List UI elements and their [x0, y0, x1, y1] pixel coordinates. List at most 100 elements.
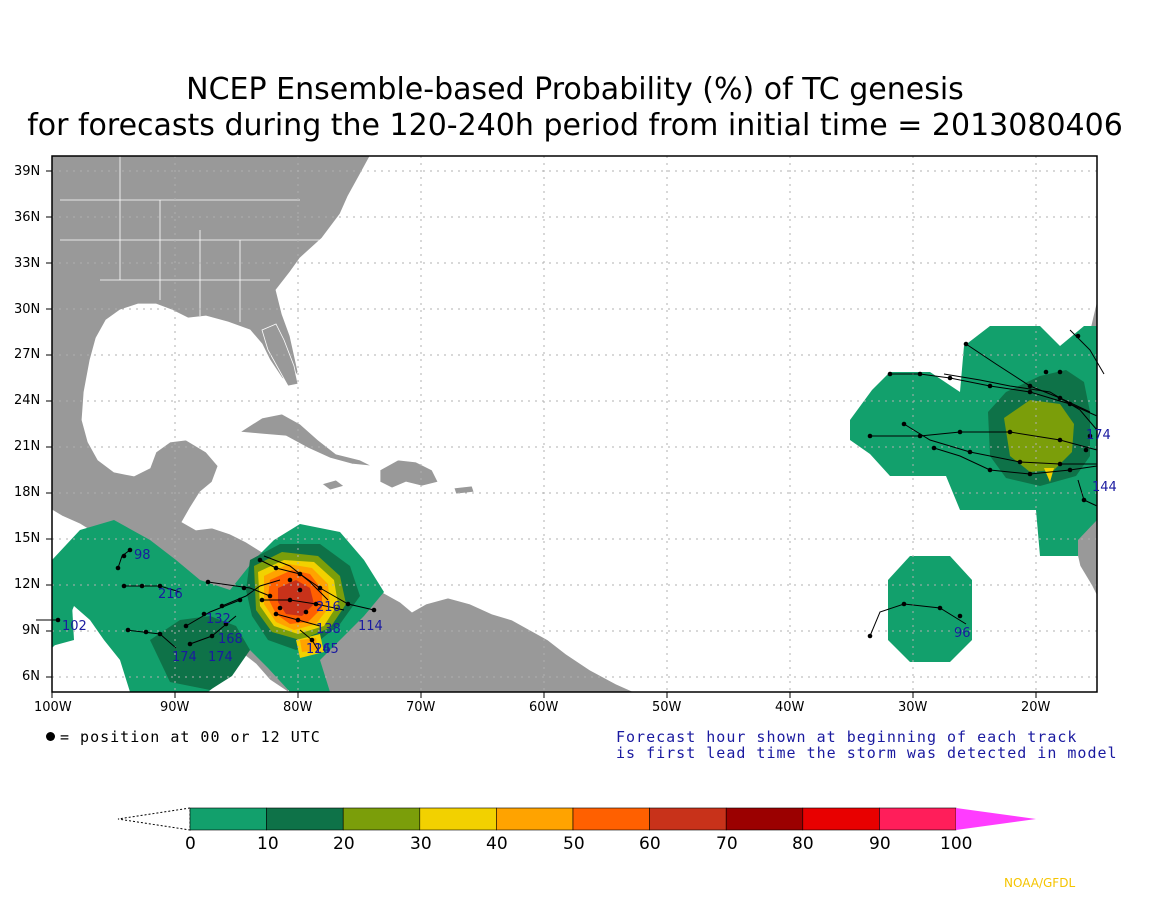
- colorbar-label: 90: [869, 834, 891, 854]
- position-note: = position at 00 or 12 UTC: [60, 728, 321, 746]
- colorbar-under-arrow: [117, 807, 191, 831]
- track-dot: [121, 583, 127, 589]
- credit-label: NOAA/GFDL: [1004, 876, 1076, 890]
- track-dot: [259, 597, 265, 603]
- lat-label: 21N: [14, 439, 41, 454]
- cuba-land: [238, 413, 373, 467]
- track-dot: [1087, 433, 1093, 439]
- colorbar-label: 70: [716, 834, 738, 854]
- track-dot: [963, 341, 969, 347]
- colorbar-label: 20: [333, 834, 355, 854]
- colorbar-segment: [496, 807, 574, 831]
- colorbar-over-arrow: [956, 808, 1036, 830]
- state-boundaries: [60, 156, 320, 322]
- lon-label: 80W: [283, 700, 313, 715]
- track-dot: [287, 597, 293, 603]
- track-dot: [1083, 447, 1089, 453]
- colorbar-segment: [802, 807, 880, 831]
- chart-title-line-1: NCEP Ensemble-based Probability (%) of T…: [186, 72, 964, 107]
- track-dot: [1067, 467, 1073, 473]
- track-dot: [237, 597, 243, 603]
- track-label: 174: [172, 650, 197, 665]
- colorbar-label: 50: [563, 834, 585, 854]
- track-dot: [987, 467, 993, 473]
- colorbar-label: 0: [185, 834, 196, 854]
- track-dot: [295, 617, 301, 623]
- lat-label: 30N: [14, 302, 41, 317]
- track-label: 126: [306, 642, 331, 657]
- lat-label: 39N: [14, 164, 41, 179]
- track-dot: [201, 611, 207, 617]
- track-dot: [867, 433, 873, 439]
- track-label: 102: [62, 619, 87, 634]
- track-dot: [1057, 437, 1063, 443]
- track-dot: [187, 641, 193, 647]
- track-dot: [1057, 369, 1063, 375]
- jamaica-land: [321, 479, 345, 491]
- track-dot: [157, 583, 163, 589]
- track-dot: [937, 605, 943, 611]
- track-dot: [1027, 383, 1033, 389]
- track-dot: [125, 627, 131, 633]
- track-dot: [917, 433, 923, 439]
- track-dot: [55, 617, 61, 623]
- lat-label: 6N: [22, 669, 40, 684]
- colorbar-label: 100: [940, 834, 973, 854]
- track-dot: [287, 577, 293, 583]
- colorbar-segment: [879, 807, 957, 831]
- track-dot: [219, 603, 225, 609]
- track-dot: [297, 571, 303, 577]
- lat-label: 27N: [14, 347, 41, 362]
- track-label: 168: [218, 632, 243, 647]
- track-label: 132: [206, 612, 231, 627]
- track-dot: [115, 565, 121, 571]
- lon-label: 60W: [529, 700, 559, 715]
- track-label: 216: [158, 587, 183, 602]
- track-dot: [257, 557, 263, 563]
- hispaniola-land: [379, 459, 439, 489]
- track-dot: [1007, 429, 1013, 435]
- lon-label: 50W: [652, 700, 682, 715]
- colorbar: [117, 807, 1036, 831]
- track-dot: [273, 611, 279, 617]
- colorbar-segment: [725, 807, 804, 831]
- lat-label: 12N: [14, 577, 41, 592]
- lat-label: 9N: [22, 623, 40, 638]
- track-dot: [967, 449, 973, 455]
- colorbar-segment: [572, 807, 650, 831]
- track-dot: [917, 371, 923, 377]
- track-dot: [209, 633, 215, 639]
- colorbar-label: 10: [257, 834, 279, 854]
- track-dot: [1027, 471, 1033, 477]
- track-dot: [901, 421, 907, 427]
- track-dot: [205, 579, 211, 585]
- chart-title-line-2: for forecasts during the 120-240h period…: [27, 108, 1123, 143]
- track-dot: [957, 613, 963, 619]
- lon-label: 20W: [1021, 700, 1051, 715]
- track-dot: [127, 547, 133, 553]
- track-dot: [121, 553, 127, 559]
- lat-label: 36N: [14, 210, 41, 225]
- track-dot: [1081, 497, 1087, 503]
- track-label: 144: [1092, 480, 1117, 495]
- track-dot: [957, 429, 963, 435]
- probability-west-caribbean: [52, 520, 384, 692]
- forecast-note-line-2: is first lead time the storm was detecte…: [616, 744, 1118, 762]
- track-dot: [1017, 459, 1023, 465]
- track-dot: [887, 371, 893, 377]
- track-label: 145: [314, 642, 339, 657]
- colorbar-label: 80: [792, 834, 814, 854]
- colorbar-segment: [419, 807, 497, 831]
- track-dot: [1027, 389, 1033, 395]
- florida-land: [261, 323, 299, 387]
- lon-label: 30W: [898, 700, 928, 715]
- colorbar-segment: [342, 807, 421, 831]
- lat-label: 15N: [14, 531, 41, 546]
- track-label: 216: [316, 600, 341, 615]
- lon-label: 90W: [160, 700, 190, 715]
- track-label: 174: [1086, 428, 1111, 443]
- track-dot: [371, 607, 377, 613]
- track-dot: [1057, 461, 1063, 467]
- track-dot: [1075, 333, 1081, 339]
